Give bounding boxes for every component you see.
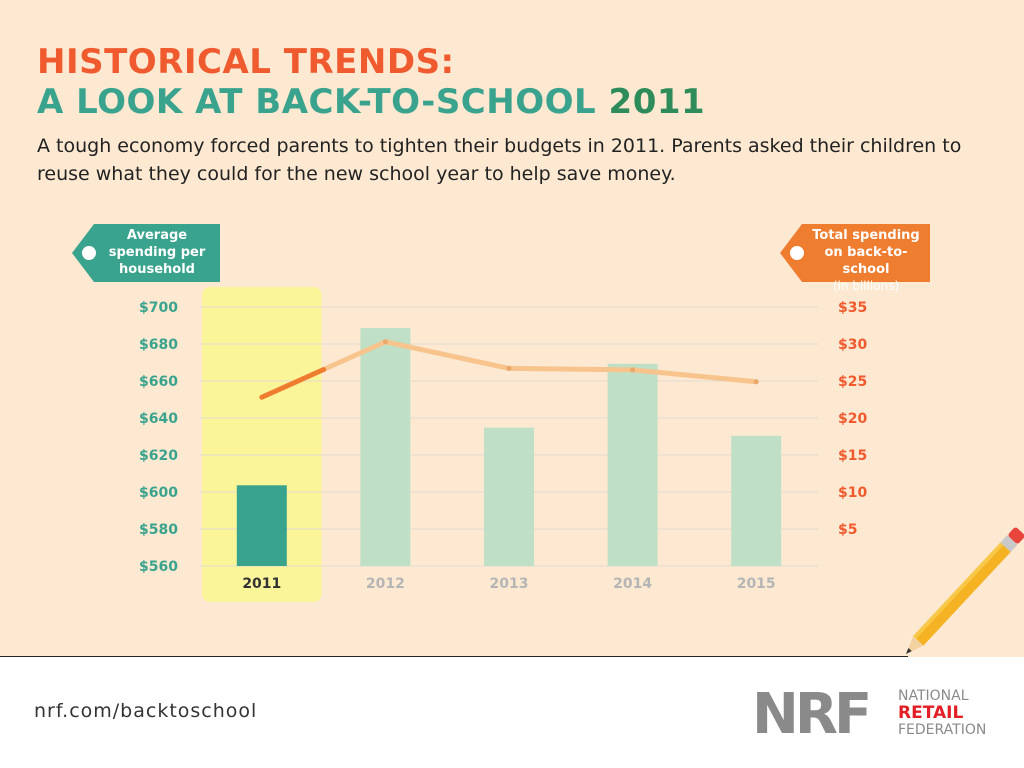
line-point-2014 [630,367,636,373]
highlight-band [202,287,322,602]
right-axis-tag-sub: (in billions) [832,279,900,293]
logo-word-retail: RETAIL [898,703,964,723]
left-axis-tag: Average spending per household [72,224,220,282]
line-point-2012 [382,339,388,345]
bar-2012 [360,328,411,566]
x-axis-label-2012: 2012 [366,576,405,592]
bar-2011 [236,485,287,566]
nrf-logo-words: NATIONAL RETAIL FEDERATION [898,688,986,739]
left-axis-tick: $580 [139,522,178,538]
right-axis-tick: $35 [838,300,867,316]
left-tag-shape [72,224,220,282]
bar-2013 [484,427,534,566]
pencil-icon [906,527,1024,654]
left-axis-tick: $620 [139,448,178,464]
right-axis-tick: $30 [838,337,867,353]
left-axis-tick: $640 [139,411,178,427]
x-axis-label-2013: 2013 [490,576,529,592]
title-line-1: HISTORICAL TRENDS: [37,42,455,82]
panel-divider [0,656,908,657]
bar-2014 [607,363,658,566]
right-axis-tag-main: Total spending on back-to-school [812,228,920,277]
nrf-logo-mark: NRF [752,682,872,747]
x-axis-label-2014: 2014 [613,576,652,592]
nrf-logo: NRF NATIONAL RETAIL FEDERATION [752,686,1002,744]
right-axis-tag: Total spending on back-to-school (in bil… [780,224,930,293]
right-axis-tick: $10 [838,485,867,501]
right-axis-tick: $5 [838,522,857,538]
footer-url-link[interactable]: nrf.com/backtoschool [34,700,258,722]
logo-word-national: NATIONAL [898,688,969,704]
left-axis-tag-label: Average spending per household [108,228,206,277]
title-year: 2011 [608,82,706,122]
logo-word-federation: FEDERATION [898,722,987,738]
title-line-2: A LOOK AT BACK-TO-SCHOOL 2011 [37,82,705,122]
right-axis-tick: $20 [838,411,867,427]
left-axis-tick: $560 [139,559,178,575]
right-tag-shape [780,224,930,282]
total-spending-line-active [259,367,327,400]
left-axis-tick: $700 [139,300,178,316]
intro-paragraph: A tough economy forced parents to tighte… [37,135,962,185]
page-title: HISTORICAL TRENDS: A LOOK AT BACK-TO-SCH… [37,42,705,122]
right-axis-tick: $25 [838,374,867,390]
line-point-2015 [753,379,759,385]
right-axis-tick: $15 [838,448,867,464]
bar-2015 [731,435,782,566]
left-axis-tick: $680 [139,337,178,353]
left-axis-tick: $600 [139,485,178,501]
left-axis-tick: $660 [139,374,178,390]
title-line-2-text: A LOOK AT BACK-TO-SCHOOL [37,82,597,122]
line-point-2013 [506,365,512,371]
x-axis-label-2015: 2015 [737,576,776,592]
spending-chart: $700 $680 $660 $640 $620 $600 $580 $560 $35 $30 $2… [139,287,1024,654]
x-axis-label-2011: 2011 [242,576,281,592]
right-axis-tag-label: Total spending on back-to-school (in bil… [802,227,930,295]
